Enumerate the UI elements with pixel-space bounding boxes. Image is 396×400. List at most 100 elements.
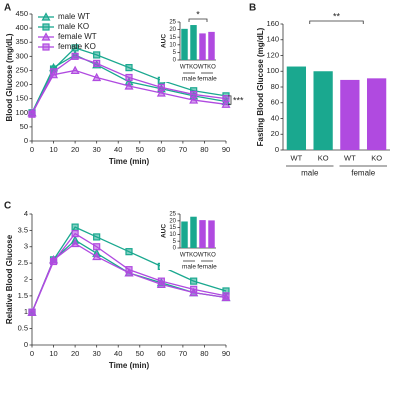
x-tick-label: 10	[49, 145, 57, 154]
y-tick-label: 3.5	[18, 225, 28, 234]
point	[28, 308, 36, 316]
x-tick-label: 80	[200, 349, 208, 358]
y-tick-label: 5	[173, 50, 177, 56]
point	[190, 277, 198, 285]
y-tick-label: 0	[173, 58, 177, 64]
bar	[208, 220, 215, 248]
point	[49, 68, 58, 76]
point	[125, 266, 133, 274]
x-tick-label: KO	[189, 65, 198, 71]
point	[28, 110, 36, 118]
x-tick-label: 50	[136, 349, 144, 358]
point	[125, 64, 133, 72]
x-tick-label: KO	[189, 253, 198, 259]
bar	[208, 31, 215, 60]
x-tick-label: 0	[30, 349, 34, 358]
bar	[181, 28, 188, 60]
y-tick-label: 15	[169, 225, 176, 231]
bar	[340, 79, 360, 150]
y-tick-label: 0	[24, 136, 28, 145]
significance-bracket	[228, 95, 232, 105]
bar	[181, 221, 188, 248]
point	[190, 285, 198, 293]
group-label: male	[182, 264, 196, 271]
point	[125, 248, 133, 256]
point	[71, 52, 79, 60]
x-tick-label: 70	[179, 349, 187, 358]
legend-label: male WT	[58, 12, 90, 21]
significance-bracket	[188, 18, 208, 22]
point	[125, 73, 133, 82]
group-label: female	[197, 264, 217, 271]
point	[222, 292, 230, 300]
y-axis-label: Fasting Blood Glucose (mg/dL)	[256, 27, 265, 146]
significance: **	[333, 11, 341, 21]
group-label: male	[301, 169, 319, 178]
panel-label: B	[249, 3, 256, 14]
y-axis-label: Relative Blood Glucose	[5, 234, 14, 324]
y-tick-label: 4	[24, 209, 28, 218]
x-tick-label: KO	[371, 153, 382, 162]
y-tick-label: 20	[271, 129, 279, 138]
x-axis-label: Time (min)	[109, 157, 150, 166]
y-tick-label: 140	[266, 35, 279, 44]
y-axis-label: Blood Glucose (mg/dL)	[5, 33, 14, 121]
bar	[190, 216, 197, 248]
y-tick-label: 10	[169, 232, 176, 238]
x-tick-label: KO	[207, 65, 216, 71]
y-tick-label: 200	[15, 80, 28, 89]
legend-label: female WT	[58, 32, 97, 41]
bar	[199, 33, 206, 60]
x-tick-label: KO	[207, 253, 216, 259]
series-line	[31, 232, 227, 313]
x-tick-label: 20	[71, 349, 79, 358]
point	[222, 95, 230, 103]
y-tick-label: 20	[169, 27, 176, 33]
x-tick-label: 30	[92, 145, 100, 154]
series-line	[31, 226, 227, 313]
point	[70, 65, 80, 75]
y-tick-label: 150	[15, 94, 28, 103]
y-tick-label: 50	[20, 122, 28, 131]
y-tick-label: 60	[271, 98, 279, 107]
y-axis-label: AUC	[161, 224, 168, 238]
x-tick-label: KO	[318, 153, 329, 162]
y-tick-label: 250	[15, 65, 28, 74]
point	[71, 44, 79, 52]
legend-label: male KO	[58, 22, 89, 31]
legend-marker	[41, 12, 51, 21]
x-tick-label: WT	[291, 153, 303, 162]
y-tick-label: 2.5	[18, 258, 28, 267]
point	[156, 88, 166, 97]
x-tick-label: 10	[49, 349, 57, 358]
legend-label: female KO	[58, 42, 96, 51]
x-tick-label: 50	[136, 145, 144, 154]
point	[124, 81, 134, 90]
y-tick-label: 100	[266, 66, 279, 75]
panel-label: C	[4, 201, 11, 212]
point	[157, 83, 165, 91]
x-tick-label: 90	[222, 145, 230, 154]
y-tick-label: 100	[15, 108, 28, 117]
bar	[190, 25, 197, 60]
legend-marker	[41, 32, 51, 41]
point	[93, 59, 101, 67]
y-tick-label: 160	[266, 19, 279, 28]
significance: ***	[233, 95, 244, 105]
bar	[313, 71, 333, 150]
y-tick-label: 0	[24, 340, 28, 349]
group-label: male	[182, 76, 196, 83]
x-tick-label: 20	[71, 145, 79, 154]
y-axis-label: AUC	[161, 34, 168, 48]
point	[93, 233, 101, 241]
x-tick-label: 30	[92, 349, 100, 358]
y-tick-label: 450	[15, 9, 28, 18]
x-tick-label: WT	[180, 253, 190, 259]
y-tick-label: 300	[15, 51, 28, 60]
point	[93, 51, 101, 59]
x-tick-label: 90	[222, 349, 230, 358]
x-tick-label: 60	[157, 349, 165, 358]
group-label: female	[351, 169, 376, 178]
y-tick-label: 0	[275, 145, 279, 154]
